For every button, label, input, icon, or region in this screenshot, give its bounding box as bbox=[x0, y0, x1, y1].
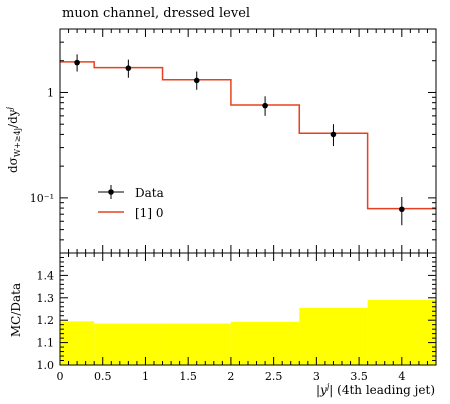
ratio-band-bin-3 bbox=[230, 321, 300, 365]
ratio-band-bin-1 bbox=[94, 323, 163, 365]
main-plot-frame bbox=[59, 28, 437, 254]
ratio-ytick-label-0: 1.0 bbox=[37, 359, 55, 372]
ratio-panel: 0 0.5 1 1.5 2 2.5 3 3.5 4 1.0 1.1 1.2 1.3 1.4 bbox=[37, 252, 437, 383]
data-point-3 bbox=[262, 102, 268, 109]
data-point-2 bbox=[193, 77, 200, 84]
ratio-band-bin-0 bbox=[60, 321, 95, 365]
ratio-band-bin-4 bbox=[299, 307, 368, 365]
data-point-4 bbox=[330, 131, 337, 138]
ratio-ylabel: MC/Data bbox=[9, 283, 23, 337]
ratio-band-bin-5 bbox=[367, 300, 436, 365]
data-point-5 bbox=[399, 206, 405, 213]
ratio-xtick-label-7: 3.5 bbox=[350, 370, 368, 383]
main-ytick-label-1: 1 bbox=[47, 86, 54, 99]
mc-step-line bbox=[60, 61, 436, 210]
ratio-xtick-label-8: 4 bbox=[398, 370, 405, 383]
data-point-1 bbox=[125, 65, 132, 71]
legend: Data [1] 0 bbox=[98, 185, 164, 220]
ratio-xtick-label-2: 1 bbox=[142, 370, 149, 383]
x-axis-label: |yj| (4th leading jet) bbox=[316, 382, 435, 397]
main-ylabel: dσW+≥4j/dyj bbox=[5, 106, 22, 173]
ratio-xtick-label-3: 1.5 bbox=[179, 370, 197, 383]
chart-title: muon channel, dressed level bbox=[62, 6, 250, 21]
ratio-xtick-label-6: 3 bbox=[313, 370, 320, 383]
ratio-ytick-label-4: 1.4 bbox=[37, 269, 55, 282]
main-ytick-label-0: 10⁻¹ bbox=[30, 192, 54, 205]
legend-mc-label: [1] 0 bbox=[135, 206, 163, 220]
legend-data-label: Data bbox=[135, 186, 164, 200]
ratio-ytick-label-3: 1.3 bbox=[37, 292, 55, 305]
data-point-0 bbox=[74, 59, 80, 66]
ratio-xtick-label-5: 2.5 bbox=[265, 370, 283, 383]
ratio-xtick-label-1: 0.5 bbox=[94, 370, 112, 383]
ratio-plot-frame bbox=[59, 252, 437, 366]
legend-data-marker bbox=[108, 189, 114, 195]
ratio-xtick-label-0: 0 bbox=[57, 370, 64, 383]
ratio-band-bin-2 bbox=[162, 323, 231, 365]
main-panel: 10⁻¹ 1 bbox=[30, 28, 437, 254]
ratio-ytick-label-1: 1.1 bbox=[37, 337, 55, 350]
ratio-ytick-label-2: 1.2 bbox=[37, 314, 55, 327]
ratio-xtick-label-4: 2 bbox=[227, 370, 234, 383]
